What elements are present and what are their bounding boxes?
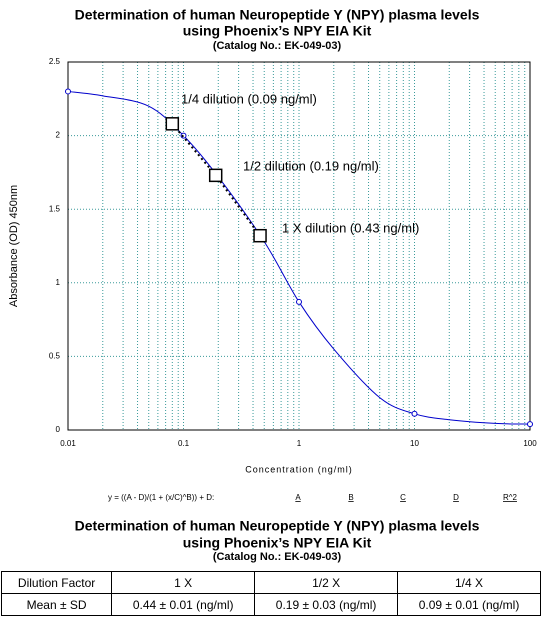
y-tick-label: 2.5: [49, 57, 61, 66]
sample-point: [165, 117, 180, 131]
parameter: D: [453, 493, 459, 502]
standard-point: [65, 88, 71, 95]
parameter: C: [400, 493, 406, 502]
table-title-block: Determination of human Neuropeptide Y (N…: [75, 518, 480, 563]
table-row: Mean ± SD 0.44 ± 0.01 (ng/ml) 0.19 ± 0.03 …: [0, 593, 541, 616]
results-table: Dilution Factor 1 X 1/2 X 1/4 X Mean ± SD 0.…: [0, 571, 541, 616]
equation: y = ((A - D)/(1 + (x/C)^B)) + D:: [108, 493, 214, 502]
cell: 1 X: [111, 571, 256, 594]
x-tick-label: 0.1: [178, 439, 190, 448]
y-tick-label: 1: [56, 278, 61, 287]
parameter: A: [295, 493, 301, 502]
annotation: 1 X dilution (0.43 ng/ml): [282, 220, 419, 235]
cell: 0.44 ± 0.01 (ng/ml): [111, 593, 256, 616]
table-row: Dilution Factor 1 X 1/2 X 1/4 X: [0, 571, 541, 594]
x-axis-label: Concentration (ng/ml): [245, 464, 353, 474]
x-tick-label: 10: [410, 439, 419, 448]
x-tick-label: 1: [297, 439, 302, 448]
table-title: Determination of human Neuropeptide Y (N…: [75, 518, 480, 534]
annotation: 1/2 dilution (0.19 ng/ml): [243, 158, 379, 173]
y-tick-label: 0.5: [49, 352, 61, 361]
chart-subtitle: using Phoenix’s NPY EIA Kit: [183, 23, 372, 39]
annotation: 1/4 dilution (0.09 ng/ml): [181, 91, 317, 106]
cell: 1/4 X: [397, 571, 541, 594]
cell: 0.19 ± 0.03 (ng/ml): [254, 593, 399, 616]
table-catalog: (Catalog No.: EK-049-03): [213, 551, 342, 563]
sample-point: [253, 228, 267, 243]
chart: Determination of human Neuropeptide Y (N…: [8, 7, 537, 502]
cell: Mean ± SD: [0, 593, 113, 616]
x-tick-label: 100: [523, 439, 537, 448]
standard-point: [411, 410, 418, 417]
y-tick-label: 0: [56, 425, 61, 434]
y-axis-label: Absorbance (OD) 450nm: [8, 185, 20, 307]
standard-point: [296, 298, 302, 305]
x-tick-label: 0.01: [60, 439, 76, 448]
cell: Dilution Factor: [0, 571, 113, 594]
chart-title: Determination of human Neuropeptide Y (N…: [75, 7, 480, 23]
cell: 1/2 X: [254, 571, 399, 594]
catalog: (Catalog No.: EK-049-03): [213, 40, 342, 52]
standard-point: [527, 421, 533, 428]
y-tick-label: 2: [56, 131, 61, 140]
parameter: R^2: [503, 493, 518, 502]
parameter: B: [348, 493, 353, 502]
y-tick-label: 1.5: [49, 204, 61, 213]
table-subtitle: using Phoenix’s NPY EIA Kit: [183, 535, 372, 551]
plot-frame: [67, 61, 531, 431]
sample-point: [208, 168, 223, 183]
cell: 0.09 ± 0.01 (ng/ml): [397, 593, 541, 616]
